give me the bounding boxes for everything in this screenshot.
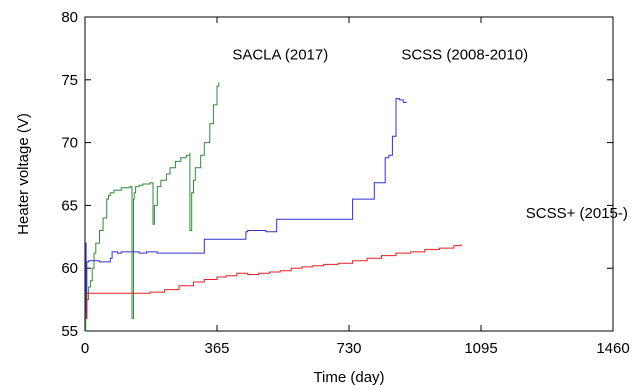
y-axis-label: Heater voltage (V): [15, 113, 32, 235]
y-tick-label: 65: [61, 197, 78, 214]
series-line-2: [85, 98, 407, 319]
annotation-label: SCSS (2008-2010): [401, 47, 528, 64]
y-tick-label: 55: [61, 323, 78, 340]
x-tick-label: 0: [81, 340, 89, 357]
annotation-label: SCSS+ (2015-): [526, 205, 628, 222]
x-tick-label: 730: [336, 340, 361, 357]
x-tick-label: 1460: [596, 340, 629, 357]
x-tick-label: 1095: [464, 340, 497, 357]
plot-frame: [84, 16, 614, 332]
axis-ticks: 0 365 730 1095 1460 55 60 65 70 75 80: [61, 9, 629, 357]
annotation-label: SACLA (2017): [232, 47, 328, 64]
x-tick-label: 365: [204, 340, 229, 357]
series-line-1: [85, 82, 220, 332]
annotations: SACLA (2017) SCSS (2008-2010) SCSS+ (2015-…: [232, 47, 628, 222]
y-tick-label: 80: [61, 9, 78, 26]
y-tick-label: 60: [61, 260, 78, 277]
y-tick-label: 75: [61, 72, 78, 89]
x-axis-label: Time (day): [313, 369, 384, 386]
series-line-3: [85, 244, 462, 319]
series-layer: [85, 82, 462, 332]
y-tick-label: 70: [61, 135, 78, 152]
